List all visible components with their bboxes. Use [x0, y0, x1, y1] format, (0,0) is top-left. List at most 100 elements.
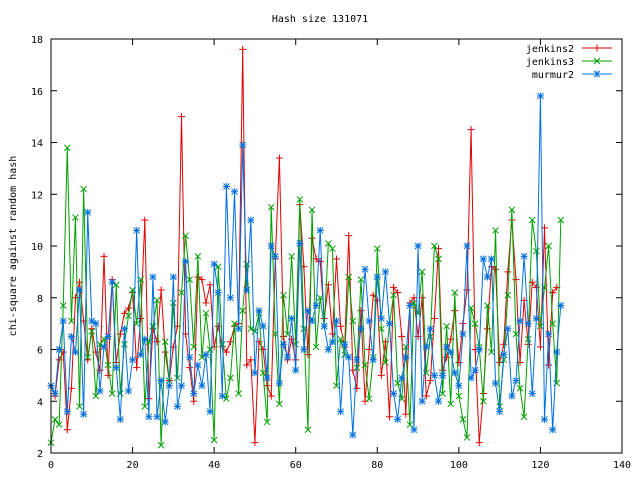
jenkins3-point [459, 416, 467, 423]
jenkins3-point [341, 351, 348, 359]
jenkins2-point [349, 366, 357, 374]
murmur2-point [222, 182, 230, 190]
jenkins3-point [528, 216, 536, 224]
jenkins3-point [484, 302, 491, 309]
murmur2-point [120, 325, 128, 333]
murmur2-point [373, 273, 381, 281]
jenkins3-point [471, 320, 479, 327]
murmur2-point [398, 374, 406, 382]
murmur2-point [406, 302, 414, 310]
jenkins2-point [434, 245, 442, 253]
murmur2-point [153, 413, 161, 421]
murmur2-point [231, 188, 239, 196]
jenkins2-point [222, 348, 230, 356]
x-tick-label: 60 [290, 460, 302, 471]
murmur2-point [88, 317, 96, 325]
jenkins2-point [202, 299, 210, 307]
jenkins2-point [239, 45, 247, 53]
murmur2-point [194, 361, 202, 369]
murmur2-point [390, 389, 398, 397]
jenkins3-point [312, 343, 320, 351]
jenkins3-point [492, 227, 499, 234]
murmur2-point [190, 389, 198, 397]
jenkins3-point [447, 400, 455, 408]
jenkins3-point [520, 413, 528, 421]
murmur2-point [492, 379, 500, 387]
jenkins2-point [345, 232, 353, 240]
jenkins3-point [418, 268, 426, 276]
jenkins3-point [104, 361, 112, 369]
jenkins2-point [492, 265, 500, 273]
jenkins3-point [308, 206, 316, 214]
jenkins2-point [59, 348, 67, 356]
jenkins2-point [214, 322, 222, 330]
murmur2-point [112, 364, 120, 372]
murmur2-point [304, 307, 312, 315]
murmur2-point [124, 387, 132, 395]
jenkins2-point [100, 252, 108, 260]
jenkins3-point [304, 426, 312, 434]
murmur2-point [467, 374, 475, 382]
murmur2-point [524, 320, 532, 328]
murmur2-point [528, 389, 536, 397]
murmur2-point [337, 408, 345, 416]
jenkins2-point [402, 410, 410, 418]
murmur2-point [226, 294, 234, 302]
jenkins3-point [463, 434, 471, 441]
murmur2-point [394, 415, 402, 423]
jenkins3-point [390, 291, 397, 299]
jenkins3-point [349, 317, 357, 325]
jenkins2-point [475, 439, 483, 447]
jenkins2-point [178, 113, 186, 121]
jenkins2-point [394, 289, 402, 297]
jenkins3-point [431, 242, 438, 250]
jenkins2-point [361, 397, 369, 405]
jenkins2-point [512, 276, 520, 284]
murmur2-point [557, 302, 565, 310]
murmur2-point [422, 343, 430, 351]
murmur2-point [459, 330, 467, 338]
series-layer [47, 45, 565, 449]
jenkins3-point [504, 291, 512, 299]
jenkins3-point [378, 325, 385, 333]
jenkins2-point [500, 340, 508, 348]
jenkins2-point [430, 314, 438, 322]
murmur2-point [292, 366, 300, 374]
jenkins2-point [194, 273, 202, 281]
murmur2-point [500, 351, 508, 359]
jenkins3-point [276, 400, 283, 408]
jenkins3-point [239, 307, 247, 315]
murmur2-point [129, 356, 137, 364]
murmur2-point [443, 343, 451, 351]
ticks-layer: 0 20 40 60 80 100 120 140 2 4 6 8 10 12 14 16 18 [31, 35, 631, 471]
jenkins2-point [141, 216, 149, 224]
murmur2-point [349, 431, 357, 439]
jenkins2-point [63, 426, 71, 434]
x-tick-label: 140 [613, 460, 631, 471]
murmur2-point [145, 413, 153, 421]
x-tick-label: 120 [531, 460, 549, 471]
jenkins3-point [394, 379, 402, 387]
series-murmur2 [47, 92, 565, 439]
legend-marker [593, 70, 601, 78]
murmur2-point [353, 356, 361, 364]
y-axis-label: chi-square against random hash [8, 156, 19, 337]
murmur2-point [137, 351, 145, 359]
murmur2-point [80, 410, 88, 418]
murmur2-line [50, 95, 562, 435]
murmur2-point [100, 343, 108, 351]
jenkins2-point [390, 283, 398, 291]
jenkins3-point [316, 294, 324, 302]
jenkins3-point [410, 299, 418, 307]
jenkins3-point [210, 436, 218, 444]
murmur2-point [504, 325, 512, 333]
jenkins2-point [549, 289, 557, 297]
jenkins3-point [333, 382, 340, 390]
jenkins3-point [267, 203, 275, 211]
jenkins3-point [480, 397, 487, 405]
murmur2-point [271, 252, 279, 260]
jenkins2-point [71, 294, 79, 302]
murmur2-point [267, 242, 275, 250]
jenkins3-point [92, 392, 100, 400]
jenkins3-point [508, 206, 516, 214]
